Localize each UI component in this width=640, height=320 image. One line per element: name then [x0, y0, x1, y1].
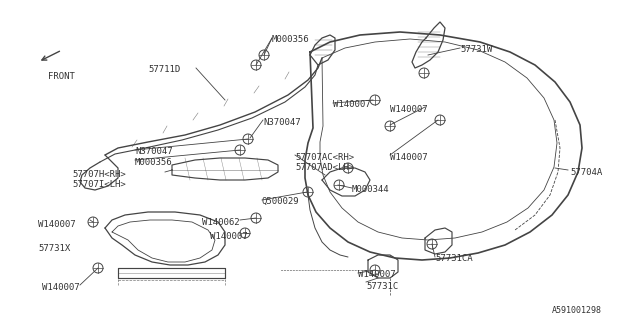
Text: 57731X: 57731X: [38, 244, 70, 253]
Text: W140007: W140007: [358, 270, 396, 279]
Text: W140007: W140007: [210, 232, 248, 241]
Text: N370047: N370047: [263, 118, 301, 127]
Text: 57704A: 57704A: [570, 168, 602, 177]
Text: W140062: W140062: [202, 218, 239, 227]
Text: M000356: M000356: [272, 35, 310, 44]
Text: W140007: W140007: [42, 283, 79, 292]
Text: Q500029: Q500029: [262, 197, 300, 206]
Text: 57707I<LH>: 57707I<LH>: [72, 180, 125, 189]
Text: W140007: W140007: [333, 100, 371, 109]
Text: A591001298: A591001298: [552, 306, 602, 315]
Text: 57707AD<LH>: 57707AD<LH>: [295, 163, 354, 172]
Text: W140007: W140007: [390, 105, 428, 114]
Text: M000344: M000344: [352, 185, 390, 194]
Text: 57707H<RH>: 57707H<RH>: [72, 170, 125, 179]
Text: 57731W: 57731W: [460, 45, 492, 54]
Text: FRONT: FRONT: [48, 72, 75, 81]
Text: M000356: M000356: [135, 158, 173, 167]
Text: 57731C: 57731C: [366, 282, 398, 291]
Text: W140007: W140007: [390, 153, 428, 162]
Text: W140007: W140007: [38, 220, 76, 229]
Text: 57711D: 57711D: [148, 65, 180, 74]
Text: 57707AC<RH>: 57707AC<RH>: [295, 153, 354, 162]
Text: N370047: N370047: [135, 147, 173, 156]
Text: 57731CA: 57731CA: [435, 254, 472, 263]
